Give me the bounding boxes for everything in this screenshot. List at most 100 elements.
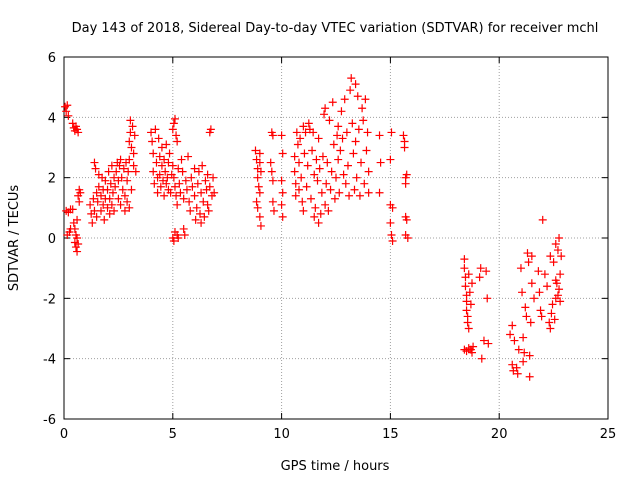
data-point-50: [103, 203, 112, 212]
x-tick-label-5: 25: [600, 427, 617, 442]
data-point-94: [150, 179, 159, 188]
data-point-72: [120, 191, 129, 200]
data-point-92: [149, 149, 158, 158]
data-point-86: [130, 131, 139, 140]
data-point-259: [350, 185, 359, 194]
data-point-149: [191, 215, 200, 224]
data-point-343: [527, 252, 536, 261]
data-point-3: [64, 111, 73, 120]
data-point-157: [199, 197, 208, 206]
data-point-153: [196, 209, 204, 218]
data-point-319: [482, 267, 491, 276]
data-point-330: [516, 264, 525, 273]
data-point-196: [290, 152, 299, 161]
data-point-294: [401, 230, 410, 239]
y-tick-label-6: 6: [48, 51, 56, 66]
data-point-96: [152, 158, 161, 167]
data-point-366: [556, 270, 565, 279]
data-point-328: [513, 369, 522, 378]
data-point-252: [342, 128, 351, 137]
data-point-113: [164, 158, 173, 167]
data-point-216: [308, 146, 317, 155]
data-point-164: [205, 182, 214, 191]
data-point-47: [100, 215, 109, 224]
data-point-79: [125, 155, 134, 164]
data-point-212: [303, 161, 312, 170]
data-point-314: [468, 279, 476, 288]
data-point-170: [251, 146, 260, 155]
data-point-238: [328, 98, 337, 107]
data-point-323: [508, 321, 517, 330]
data-point-264: [354, 125, 363, 134]
data-point-275: [375, 131, 384, 140]
data-point-176: [255, 188, 264, 197]
data-point-168: [209, 173, 218, 182]
data-point-99: [154, 134, 163, 143]
data-point-256: [347, 74, 356, 83]
data-point-87: [131, 167, 140, 176]
data-point-23: [73, 215, 82, 224]
data-point-344: [530, 294, 539, 303]
data-point-182: [255, 158, 264, 167]
data-point-249: [339, 170, 348, 179]
data-point-265: [355, 191, 364, 200]
data-point-353: [546, 324, 555, 333]
data-point-163: [204, 206, 213, 215]
data-point-70: [118, 185, 127, 194]
data-point-350: [540, 270, 549, 279]
data-point-1: [62, 107, 71, 116]
data-point-250: [340, 95, 349, 104]
data-point-208: [299, 206, 308, 215]
data-point-230: [321, 104, 330, 113]
data-point-287: [400, 143, 409, 152]
data-point-304: [464, 324, 473, 333]
data-point-38: [92, 212, 101, 221]
data-point-200: [292, 128, 301, 137]
data-point-239: [329, 140, 338, 149]
data-point-118: [169, 119, 178, 128]
data-point-67: [116, 200, 125, 209]
data-point-240: [330, 194, 339, 203]
data-point-109: [162, 179, 171, 188]
data-point-345: [534, 267, 543, 276]
data-point-180: [255, 212, 264, 221]
data-point-235: [325, 116, 334, 125]
data-point-61: [111, 182, 120, 191]
data-point-141: [182, 185, 191, 194]
data-point-333: [519, 357, 528, 366]
x-axis-label: GPS time / hours: [281, 459, 390, 474]
data-point-305: [464, 270, 473, 279]
data-point-162: [203, 200, 212, 209]
data-point-121: [173, 137, 182, 146]
data-point-56: [107, 161, 116, 170]
data-point-62: [112, 167, 121, 176]
data-point-53: [105, 209, 114, 218]
data-point-298: [461, 282, 470, 291]
data-point-231: [321, 200, 330, 209]
data-point-32: [88, 218, 97, 227]
data-point-184: [267, 167, 276, 176]
data-point-226: [316, 209, 325, 218]
data-point-28: [73, 234, 82, 242]
data-point-161: [203, 170, 212, 179]
data-point-155: [197, 188, 206, 197]
data-point-115: [166, 188, 175, 197]
data-point-132: [174, 164, 183, 173]
data-point-347: [536, 306, 545, 315]
data-point-215: [306, 194, 315, 203]
data-point-27: [76, 188, 85, 197]
data-point-206: [298, 197, 307, 206]
data-point-59: [110, 173, 119, 182]
data-point-219: [310, 212, 319, 221]
data-point-285: [399, 131, 408, 140]
data-point-85: [129, 161, 138, 170]
data-point-274: [364, 167, 373, 176]
data-point-232: [322, 179, 331, 188]
data-point-69: [117, 173, 126, 182]
data-point-197: [290, 167, 299, 176]
data-point-303: [463, 318, 472, 327]
data-point-81: [126, 128, 135, 137]
data-point-186: [268, 131, 277, 140]
data-point-223: [314, 218, 323, 227]
data-point-36: [91, 164, 100, 173]
